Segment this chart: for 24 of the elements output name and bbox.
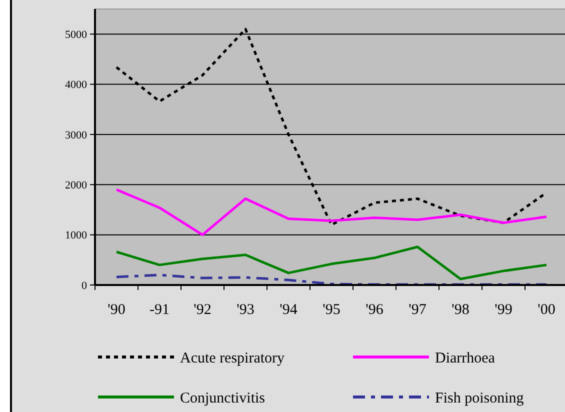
x-tick-label: '98: [452, 302, 470, 318]
line-series: [115, 274, 548, 286]
line-series: [115, 246, 548, 280]
legend-label: Fish poisoning: [435, 390, 524, 406]
y-tick-label: 5000: [65, 28, 88, 41]
y-tick-label: 1000: [65, 230, 88, 242]
x-tick-label: '95: [322, 302, 340, 318]
x-tick-label: '92: [194, 302, 212, 318]
legend-label: Diarrhoea: [435, 350, 496, 366]
x-tick-label: -91: [150, 302, 170, 318]
y-tick-label: 0: [82, 280, 88, 292]
y-tick-label: 4000: [65, 79, 88, 92]
x-tick-label: '94: [280, 302, 298, 318]
x-tick-label: '96: [366, 302, 384, 318]
x-tick-label: '99: [494, 302, 512, 318]
legend-label: Acute respiratory: [180, 350, 286, 366]
legend-label: Conjunctivitis: [180, 390, 266, 406]
x-tick-label: '93: [236, 302, 254, 318]
y-tick-label: 2000: [65, 179, 88, 192]
x-tick-label: '97: [408, 302, 427, 318]
line-series: [115, 188, 548, 236]
x-tick-label: '00: [538, 302, 556, 318]
y-tick-label: 3000: [65, 129, 88, 142]
x-tick-label: '90: [108, 302, 126, 318]
